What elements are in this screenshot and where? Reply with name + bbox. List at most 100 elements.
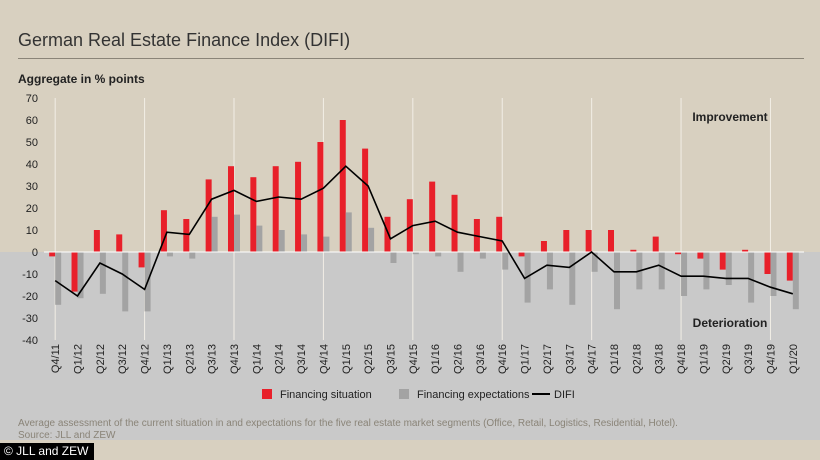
x-tick-label: Q4/19 <box>765 344 777 374</box>
financing-expectations-bar <box>189 252 196 259</box>
footnote-text: Average assessment of the current situat… <box>18 418 678 429</box>
financing-situation-bar <box>295 161 302 252</box>
financing-situation-bar <box>496 216 503 252</box>
footnote: Average assessment of the current situat… <box>18 418 808 442</box>
x-tick-label: Q2/16 <box>453 344 465 374</box>
financing-expectations-bar <box>658 252 665 290</box>
x-axis: Q4/11 Q1/12 Q2/12 Q3/12 Q4/12 Q1/13 Q2/13 Q3/13… <box>50 344 800 374</box>
financing-situation-bar <box>742 249 749 252</box>
financing-expectations-bar <box>368 227 375 252</box>
x-tick-label: Q2/12 <box>95 344 107 374</box>
y-tick-label: -40 <box>22 335 38 347</box>
financing-expectations-bar <box>323 236 330 252</box>
financing-situation-bar <box>585 230 592 252</box>
financing-situation-bar <box>250 177 257 252</box>
financing-situation-bar <box>540 241 547 252</box>
financing-situation-bar <box>451 194 458 252</box>
financing-situation-bar <box>518 252 525 257</box>
financing-situation-bar <box>764 252 771 274</box>
financing-expectations-bar <box>569 252 576 305</box>
y-tick-label: 0 <box>32 247 38 259</box>
y-tick-label: 60 <box>26 115 38 127</box>
financing-situation-bar <box>719 252 726 270</box>
financing-expectations-bar <box>55 252 62 305</box>
x-tick-label: Q4/18 <box>676 344 688 374</box>
financing-situation-bar <box>138 252 145 268</box>
x-tick-label: Q4/17 <box>587 344 599 374</box>
financing-expectations-bar <box>770 252 777 296</box>
financing-situation-bar <box>608 230 614 252</box>
financing-expectations-bar <box>211 216 218 252</box>
financing-situation-bar <box>116 234 123 252</box>
financing-expectations-bar <box>725 252 732 285</box>
financing-situation-bar <box>317 142 324 252</box>
y-tick-label: 10 <box>26 225 38 237</box>
legend-swatch <box>399 389 409 399</box>
financing-expectations-bar <box>99 252 106 294</box>
financing-situation-bar <box>71 252 78 292</box>
financing-expectations-bar <box>278 230 285 252</box>
y-axis: 70 60 50 40 30 20 10 0 -10 -20 -30 -40 <box>22 93 38 347</box>
financing-situation-bar <box>362 148 369 252</box>
financing-situation-bar <box>429 181 436 252</box>
financing-situation-bar <box>49 252 56 257</box>
financing-expectations-bar <box>703 252 710 290</box>
page-title: German Real Estate Finance Index (DIFI) <box>18 30 351 50</box>
x-tick-label: Q3/15 <box>385 344 397 374</box>
x-tick-label: Q2/14 <box>274 344 286 374</box>
x-tick-label: Q1/13 <box>162 344 174 374</box>
x-tick-label: Q1/20 <box>788 344 800 374</box>
x-tick-label: Q1/17 <box>520 344 532 374</box>
x-tick-label: Q1/18 <box>609 344 621 374</box>
x-tick-label: Q3/17 <box>564 344 576 374</box>
financing-expectations-bar <box>681 252 688 296</box>
financing-situation-bar <box>697 252 704 259</box>
x-tick-label: Q2/18 <box>631 344 643 374</box>
x-tick-label: Q4/15 <box>408 344 420 374</box>
financing-situation-bar <box>652 236 659 252</box>
financing-situation-bar <box>563 230 570 252</box>
legend-label: Financing situation <box>280 389 372 401</box>
financing-expectations-bar <box>591 252 598 272</box>
difi-chart: 70 60 50 40 30 20 10 0 -10 -20 -30 -40 Q4/11 Q1/12 Q2… <box>0 93 820 440</box>
legend-swatch <box>262 389 272 399</box>
y-tick-label: 30 <box>26 181 38 193</box>
legend-label: DIFI <box>554 389 575 401</box>
x-tick-label: Q1/19 <box>698 344 710 374</box>
financing-expectations-bar <box>122 252 129 312</box>
x-tick-label: Q1/15 <box>341 344 353 374</box>
x-tick-label: Q1/12 <box>73 344 85 374</box>
legend: Financing situation Financing expectation… <box>262 389 575 401</box>
financing-expectations-bar <box>792 252 799 310</box>
financing-situation-bar <box>339 120 346 252</box>
financing-situation-bar <box>786 252 793 281</box>
y-tick-label: 70 <box>26 93 38 105</box>
financing-expectations-bar <box>614 252 620 310</box>
financing-situation-bar <box>183 219 190 252</box>
financing-expectations-bar <box>166 252 173 257</box>
financing-situation-bar <box>384 216 391 252</box>
legend-label: Financing expectations <box>417 389 530 401</box>
financing-expectations-bar <box>301 234 308 252</box>
x-tick-label: Q3/18 <box>654 344 666 374</box>
bars <box>49 120 799 312</box>
x-tick-label: Q2/17 <box>542 344 554 374</box>
financing-expectations-bar <box>234 214 240 252</box>
x-tick-label: Q4/16 <box>497 344 509 374</box>
x-tick-label: Q2/13 <box>184 344 196 374</box>
x-tick-label: Q2/15 <box>363 344 375 374</box>
x-tick-label: Q4/12 <box>140 344 152 374</box>
financing-situation-bar <box>160 210 167 252</box>
x-tick-label: Q2/19 <box>721 344 733 374</box>
financing-expectations-bar <box>502 252 509 270</box>
x-tick-label: Q3/16 <box>475 344 487 374</box>
financing-situation-bar <box>272 166 279 252</box>
financing-expectations-bar <box>345 212 352 252</box>
financing-situation-bar <box>675 252 682 255</box>
y-tick-label: -20 <box>22 291 38 303</box>
financing-expectations-bar <box>546 252 553 290</box>
x-tick-label: Q3/13 <box>207 344 219 374</box>
y-tick-label: 20 <box>26 203 38 215</box>
x-tick-label: Q1/14 <box>251 344 263 374</box>
x-tick-label: Q3/19 <box>743 344 755 374</box>
